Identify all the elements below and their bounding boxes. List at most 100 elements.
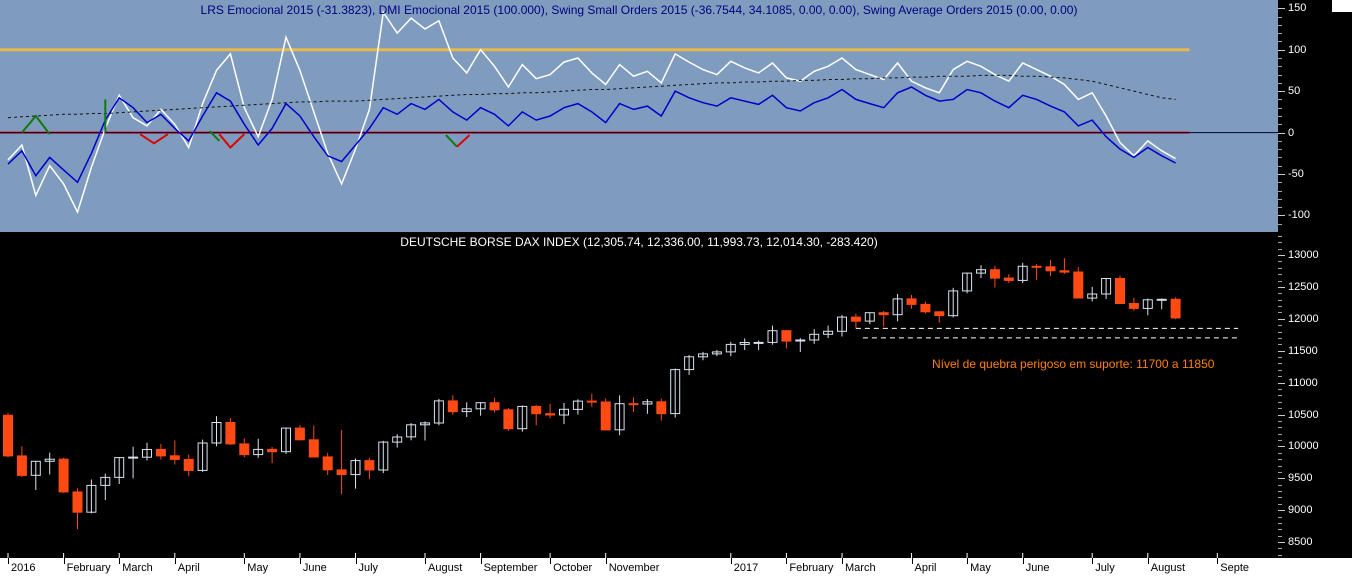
candle-body — [225, 422, 236, 445]
candle-body — [308, 439, 319, 458]
candle-body — [698, 353, 708, 358]
y-axis-label: 150 — [1288, 2, 1307, 15]
y-axis-tick — [1278, 318, 1285, 320]
candle-body — [364, 460, 375, 471]
candle-body — [100, 476, 111, 486]
y-axis-tick — [1278, 174, 1285, 175]
y-axis-minor-tick — [1278, 274, 1282, 276]
candle-body — [350, 460, 361, 476]
x-axis-label: October — [553, 562, 593, 574]
y-axis-label: 8500 — [1288, 536, 1313, 548]
x-axis-tick — [1217, 558, 1219, 564]
y-axis-minor-tick — [1278, 41, 1282, 43]
price-plot[interactable] — [0, 232, 1278, 558]
candle-body — [16, 455, 27, 476]
y-axis-minor-tick — [1278, 325, 1282, 327]
price-panel[interactable]: DEUTSCHE BORSE DAX INDEX (12,305.74, 12,… — [0, 232, 1278, 558]
x-axis-label: Septe — [1220, 562, 1250, 574]
candle-body — [725, 343, 736, 353]
x-axis-label: September — [483, 562, 538, 574]
y-axis-tick — [1278, 286, 1285, 288]
y-axis-minor-tick — [1278, 344, 1282, 346]
y-axis-minor-tick — [1278, 190, 1282, 192]
indicator-title: LRS Emocional 2015 (-31.3823), DMI Emoci… — [200, 3, 1078, 17]
y-axis-label: 10000 — [1288, 440, 1319, 453]
candle-body — [336, 469, 347, 476]
x-axis-label: June — [302, 562, 327, 574]
y-axis-tick — [1278, 382, 1285, 384]
x-axis-label: July — [358, 562, 379, 574]
candle-body — [837, 316, 847, 332]
y-axis-minor-tick — [1278, 376, 1282, 378]
indicator-panel[interactable]: LRS Emocional 2015 (-31.3823), DMI Emoci… — [0, 0, 1278, 232]
y-axis-label: 9500 — [1288, 472, 1313, 485]
candle-body — [489, 402, 500, 411]
y-axis-minor-tick — [1278, 261, 1282, 263]
y-axis-tick — [1278, 8, 1285, 10]
candle-body — [711, 351, 722, 355]
x-axis-tick — [299, 558, 301, 564]
x-axis-label: August — [428, 562, 463, 574]
y-axis-minor-tick — [1278, 459, 1282, 461]
price-y-axis: 13000 12500 12000 11500 11000 10500 10000 9500 9… — [1278, 232, 1352, 558]
x-axis-label: 2016 — [11, 562, 36, 574]
y-axis-minor-tick — [1278, 312, 1282, 314]
y-axis-minor-tick — [1278, 82, 1282, 84]
candle-body — [642, 401, 653, 405]
candle-body — [433, 400, 444, 424]
x-axis-label: July — [1095, 562, 1115, 574]
indicator-series-1 — [7, 86, 1176, 184]
x-axis-label: March — [122, 562, 153, 574]
y-axis-minor-tick — [1278, 107, 1282, 109]
y-axis-tick — [1278, 255, 1285, 256]
price-title: DEUTSCHE BORSE DAX INDEX (12,305.74, 12,… — [400, 235, 878, 249]
y-axis-minor-tick — [1278, 182, 1282, 184]
candle-body — [1115, 278, 1125, 304]
x-axis-label: August — [1150, 562, 1186, 574]
y-axis-minor-tick — [1278, 337, 1282, 339]
x-axis-tick — [174, 558, 176, 564]
candle-body — [753, 341, 764, 344]
y-axis-minor-tick — [1278, 452, 1282, 454]
candle-body — [3, 414, 13, 457]
candle-body — [1156, 298, 1167, 301]
y-axis-minor-tick — [1278, 554, 1282, 556]
x-axis-tick — [1092, 558, 1094, 564]
x-axis-label: 2017 — [733, 562, 759, 574]
y-axis-minor-tick — [1278, 280, 1282, 282]
candle-body — [406, 424, 417, 438]
candle-body — [795, 339, 806, 342]
indicator-plot[interactable] — [0, 0, 1278, 232]
y-axis-label: 12500 — [1288, 280, 1319, 293]
candle-body — [58, 458, 69, 493]
y-axis-minor-tick — [1278, 516, 1282, 518]
candle-body — [559, 408, 569, 416]
y-axis-minor-tick — [1278, 522, 1282, 524]
y-axis-minor-tick — [1278, 74, 1282, 76]
candle-body — [739, 342, 750, 345]
swing-marker — [21, 114, 51, 135]
y-axis-minor-tick — [1278, 124, 1282, 126]
candle-body — [211, 422, 222, 444]
candle-body — [281, 427, 291, 453]
candle-body — [767, 330, 778, 343]
x-axis-tick — [1022, 558, 1024, 564]
candle-body — [864, 312, 875, 322]
x-axis-label: June — [1025, 562, 1050, 574]
y-axis-minor-tick — [1278, 420, 1282, 422]
y-axis-minor-tick — [1278, 248, 1282, 250]
candle-body — [934, 311, 945, 317]
candle-body — [1059, 270, 1070, 273]
y-axis-minor-tick — [1278, 471, 1282, 473]
x-axis-label: May — [247, 562, 269, 574]
y-axis-minor-tick — [1278, 440, 1282, 441]
y-axis-minor-tick — [1278, 242, 1282, 244]
y-axis-minor-tick — [1278, 140, 1282, 142]
y-axis-minor-tick — [1278, 293, 1282, 295]
swing-marker — [445, 134, 458, 148]
candle-body — [253, 448, 264, 456]
y-axis-minor-tick — [1278, 207, 1282, 209]
candle-body — [44, 458, 55, 462]
y-axis-minor-tick — [1278, 548, 1282, 550]
candle-body — [684, 356, 695, 371]
